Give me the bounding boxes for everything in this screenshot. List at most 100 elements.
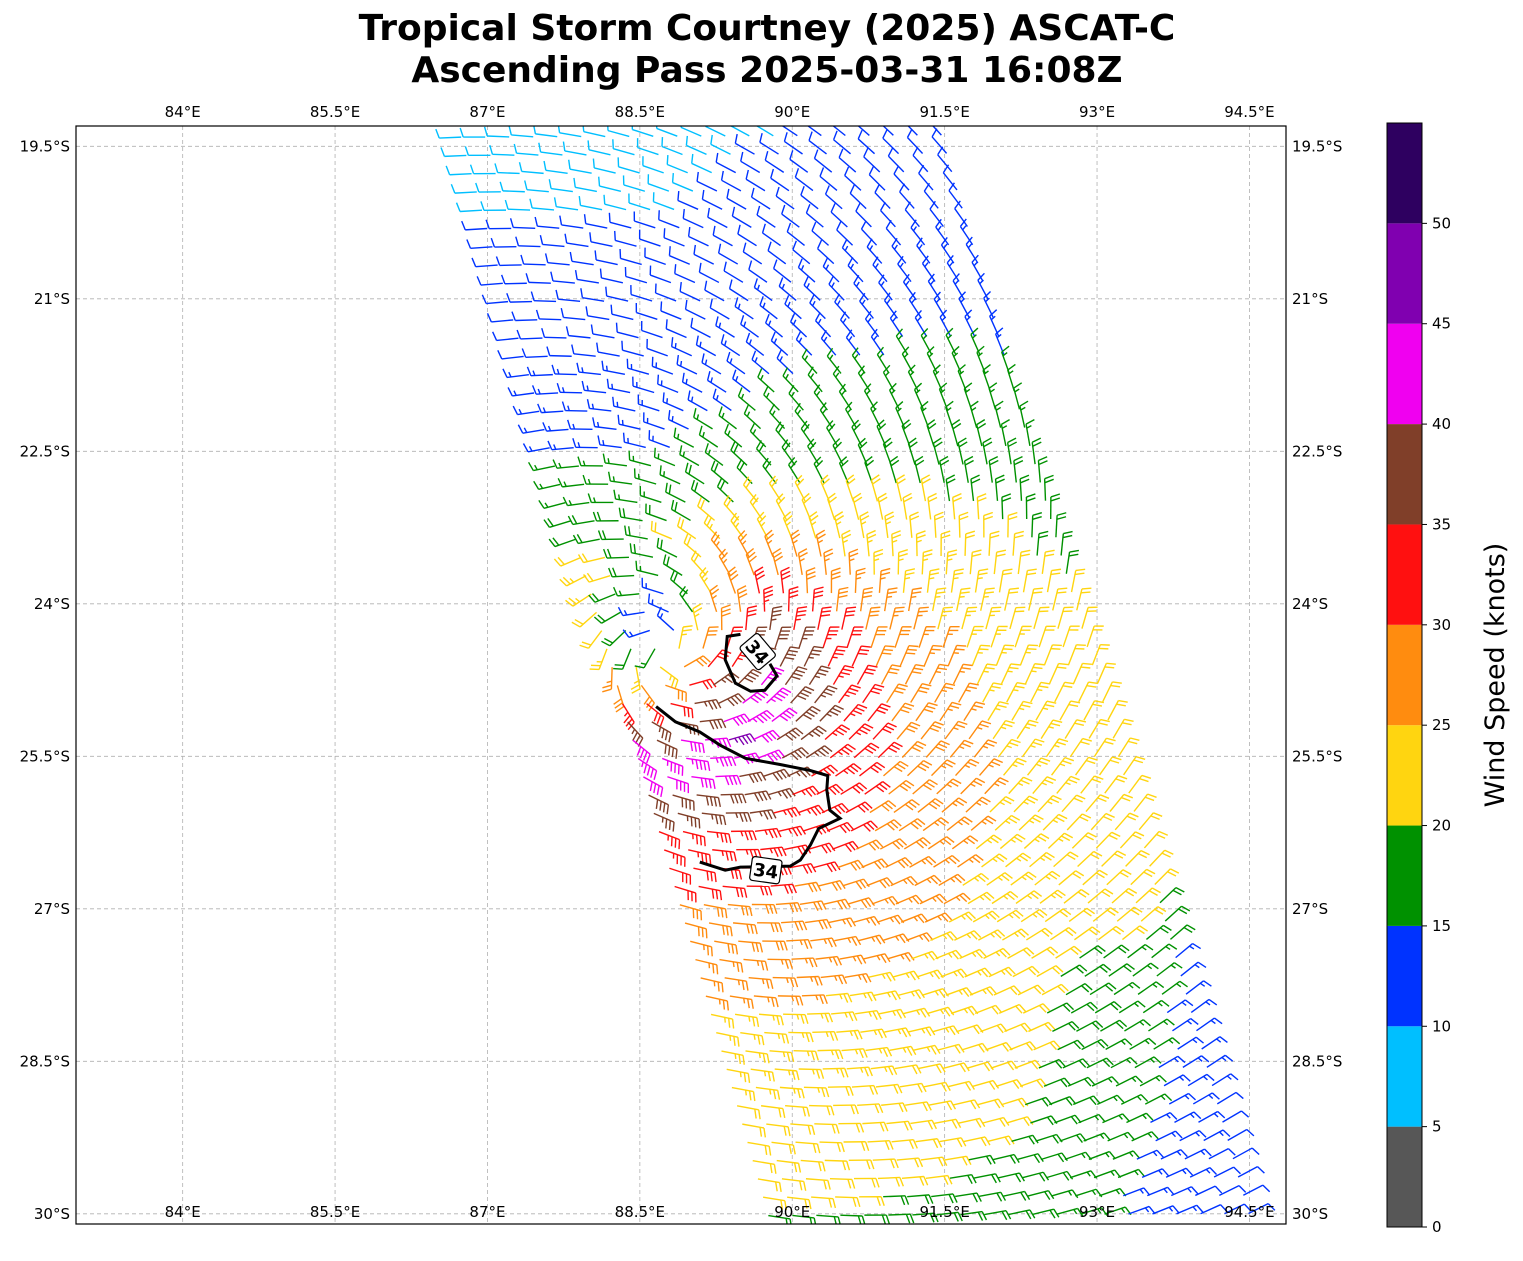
wind-barb [1126,1112,1154,1124]
barb-full [768,1146,772,1156]
barb-half [965,388,971,394]
barb-staff [544,336,567,339]
wind-barb [894,626,912,648]
wind-barb [466,239,493,249]
wind-barb [882,364,895,392]
wind-barb [994,474,1005,501]
barb-half [897,1029,902,1035]
wind-barb [765,313,784,338]
barb-half [871,936,876,942]
barb-full [1046,1116,1054,1126]
wind-barb [976,419,987,447]
barb-full [805,1032,810,1043]
wind-barb [809,1104,835,1116]
barb-full [995,478,1005,484]
barb-full [659,717,665,727]
barb-full [856,567,866,572]
barb-half [704,359,708,365]
barb-half [569,578,575,583]
barb-full [789,312,796,323]
barb-half [832,656,838,659]
wind-barb [1012,965,1040,978]
barb-full [820,747,830,755]
wind-barb [891,702,915,722]
barb-full [721,982,724,993]
wind-barb [841,606,857,630]
wind-barb [864,455,875,484]
barb-staff [735,142,755,155]
wind-barb [1000,419,1010,447]
barb-full [674,679,679,690]
barb-full [981,796,991,803]
barb-full [656,537,660,548]
barb-full [704,443,709,453]
wind-barb [535,309,562,321]
barb-full [1002,572,1012,576]
barb-full [991,1006,999,1015]
barb-full [873,1085,879,1095]
barb-full [1122,1113,1130,1122]
wind-barb [704,126,726,137]
wind-barb [891,530,902,557]
wind-barb [788,456,801,484]
barb-half [577,442,581,448]
barb-full [948,857,957,865]
barb-staff [502,190,525,193]
wind-barb [772,259,792,283]
barb-half [804,355,809,361]
wind-barb [823,548,834,575]
barb-full [957,437,967,444]
wind-barb [881,1102,908,1113]
barb-full [832,438,841,446]
barb-full [709,584,718,592]
barb-full [934,511,944,517]
barb-full [1007,1062,1015,1071]
barb-full [511,311,516,321]
wind-barb [801,348,818,374]
wind-barb [1133,793,1157,812]
wind-barb [897,989,925,1000]
barb-staff [710,143,731,155]
barb-full [906,1046,913,1056]
wind-barb [830,203,848,228]
barb-full [796,610,807,613]
barb-full [910,876,918,884]
barb-staff [611,313,634,321]
barb-full [927,952,935,961]
barb-full [708,778,712,789]
barb-full [643,696,651,705]
barb-staff [680,126,702,137]
barb-full [842,533,852,540]
barb-full [1049,797,1060,804]
barb-half [582,460,586,466]
barb-full [1023,776,1033,782]
barb-full [959,1063,966,1073]
barb-full [486,313,492,323]
barb-full [765,533,775,541]
wind-barb [958,511,969,538]
barb-full [721,608,731,613]
barb-full [779,941,784,951]
barb-full [530,291,535,301]
barb-full [706,679,713,689]
barb-half [881,973,886,980]
barb-full [1098,722,1108,726]
barb-full [997,929,1006,937]
barb-staff [622,349,644,357]
barb-half [941,316,947,322]
barb-full [564,233,568,244]
barb-staff [690,326,711,338]
barb-full [982,893,992,902]
wind-barb [1057,1039,1085,1051]
barb-full [693,607,703,614]
wind-barb [714,940,739,955]
wind-barb [923,1081,951,1092]
barb-half [782,810,787,816]
barb-staff [751,196,771,210]
wind-barb [679,585,694,613]
wind-barb [552,459,579,469]
barb-full [720,832,724,843]
barb-full [722,815,727,826]
barb-full [779,770,787,779]
barb-staff [773,268,792,283]
